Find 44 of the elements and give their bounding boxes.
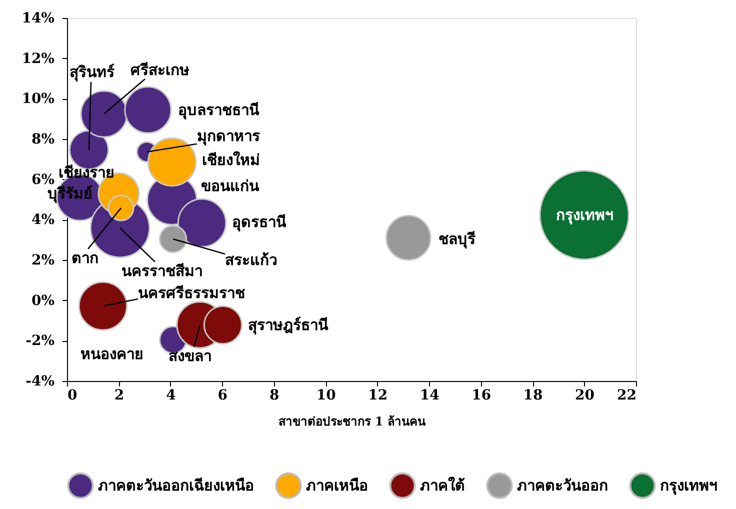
y-tick-label: -2%	[26, 333, 54, 350]
annotation: ตาก	[72, 248, 99, 267]
annotation: ชลบุรี	[438, 230, 476, 249]
y-tick-label: 10%	[22, 91, 54, 108]
y-tick-label: 14%	[22, 10, 54, 26]
legend-label: กรุงเทพฯ	[660, 476, 717, 496]
y-tick-label: 12%	[22, 50, 54, 67]
legend-label: ภาคตะวันออกเฉียงเหนือ	[98, 476, 254, 495]
x-tick-label: 2	[114, 388, 124, 404]
x-tick-label: 10	[316, 388, 336, 404]
x-axis-title: สาขาต่อประชากร 1 ล้านคน	[278, 414, 426, 428]
annotation: นครราชสีมา	[122, 262, 203, 280]
annotation: นครศรีธรรมราช	[138, 284, 245, 302]
x-tick-label: 6	[218, 388, 228, 404]
x-tick-label: 18	[523, 388, 543, 404]
y-tick-label: 6%	[31, 172, 54, 188]
legend-label: ภาคใต้	[420, 476, 465, 495]
annotation: สงขลา	[168, 346, 212, 365]
y-tick-label: 4%	[31, 212, 54, 228]
annotation: เชียงใหม่	[202, 150, 260, 169]
annotation: อุบลราชธานี	[178, 100, 260, 120]
legend-label: ภาคตะวันออก	[517, 476, 608, 495]
x-tick-label: 8	[270, 388, 280, 404]
x-tick-label: 22	[617, 388, 636, 404]
y-tick-label: 0%	[31, 292, 54, 309]
y-tick-label: 2%	[31, 252, 54, 268]
annotation: ขอนแก่น	[201, 176, 260, 195]
x-tick-label: 0	[68, 388, 78, 404]
annotation: กรุงเทพฯ	[556, 206, 613, 226]
x-tick-label: 16	[472, 388, 492, 404]
legend-label: ภาคเหนือ	[306, 476, 368, 495]
annotation: อุดรธานี	[232, 212, 288, 232]
annotation: สุราษฎร์ธานี	[248, 316, 329, 335]
annotation: มุกดาหาร	[196, 126, 261, 146]
y-tick-label: -4%	[26, 374, 54, 390]
annotation: ศรีสะเกษ	[130, 60, 190, 79]
annotation: หนองคาย	[80, 344, 144, 363]
x-tick-label: 20	[575, 388, 595, 404]
x-tick-label: 12	[368, 388, 388, 404]
annotation: สระแก้ว	[225, 251, 278, 270]
x-tick-label: 4	[166, 388, 176, 404]
annotation: สุรินทร์	[69, 62, 116, 82]
x-tick-label: 14	[420, 388, 440, 404]
y-tick-label: 8%	[31, 132, 54, 148]
